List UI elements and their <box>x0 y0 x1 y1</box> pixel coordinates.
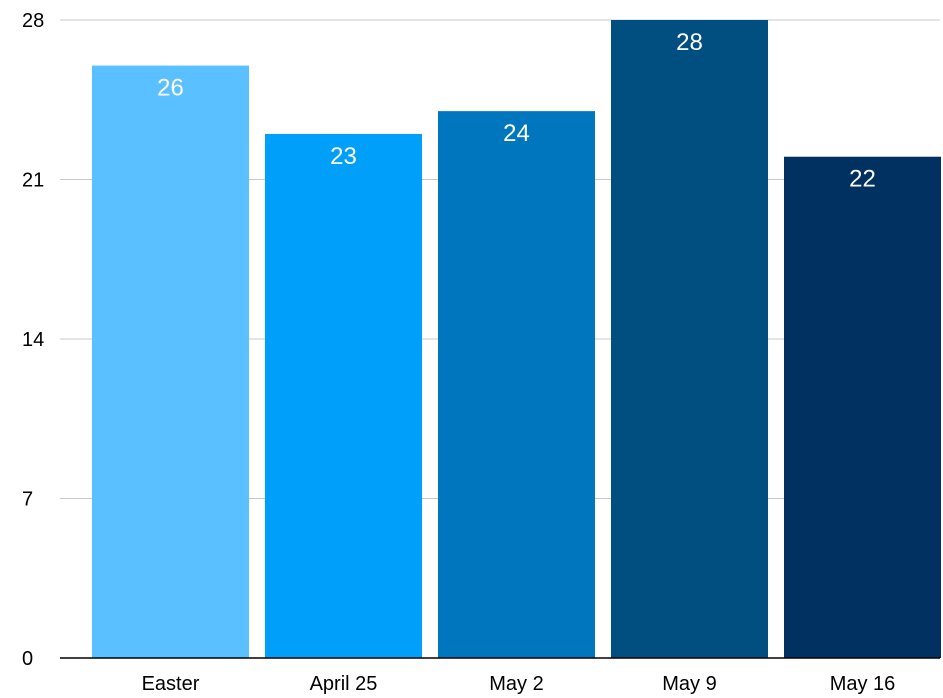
y-tick-label: 7 <box>22 489 33 511</box>
y-tick-label: 28 <box>22 10 44 32</box>
category-label-2: April 25 <box>310 673 378 695</box>
category-label-3: May 2 <box>489 673 543 695</box>
y-axis-tick-labels: 0 7 14 21 28 <box>22 10 44 670</box>
y-tick-label: 14 <box>22 329 44 351</box>
bar-5 <box>784 156 941 658</box>
category-label-4: May 9 <box>662 673 716 695</box>
bar-3 <box>438 111 595 658</box>
x-axis-category-labels: Easter April 25 May 2 May 9 May 16 <box>142 673 896 695</box>
data-labels: 26 23 24 28 22 <box>157 29 876 193</box>
bar-2 <box>265 133 422 658</box>
y-tick-label: 0 <box>22 648 33 670</box>
category-label-5: May 16 <box>830 673 896 695</box>
category-label-1: Easter <box>142 673 200 695</box>
data-label-5: 22 <box>849 166 876 193</box>
data-label-3: 24 <box>503 120 530 147</box>
data-label-1: 26 <box>157 75 184 102</box>
y-tick-label: 21 <box>22 170 44 192</box>
data-label-2: 23 <box>330 143 357 170</box>
bar-1 <box>92 65 249 659</box>
bar-4 <box>611 20 768 658</box>
data-label-4: 28 <box>676 29 703 56</box>
bars <box>92 20 941 659</box>
